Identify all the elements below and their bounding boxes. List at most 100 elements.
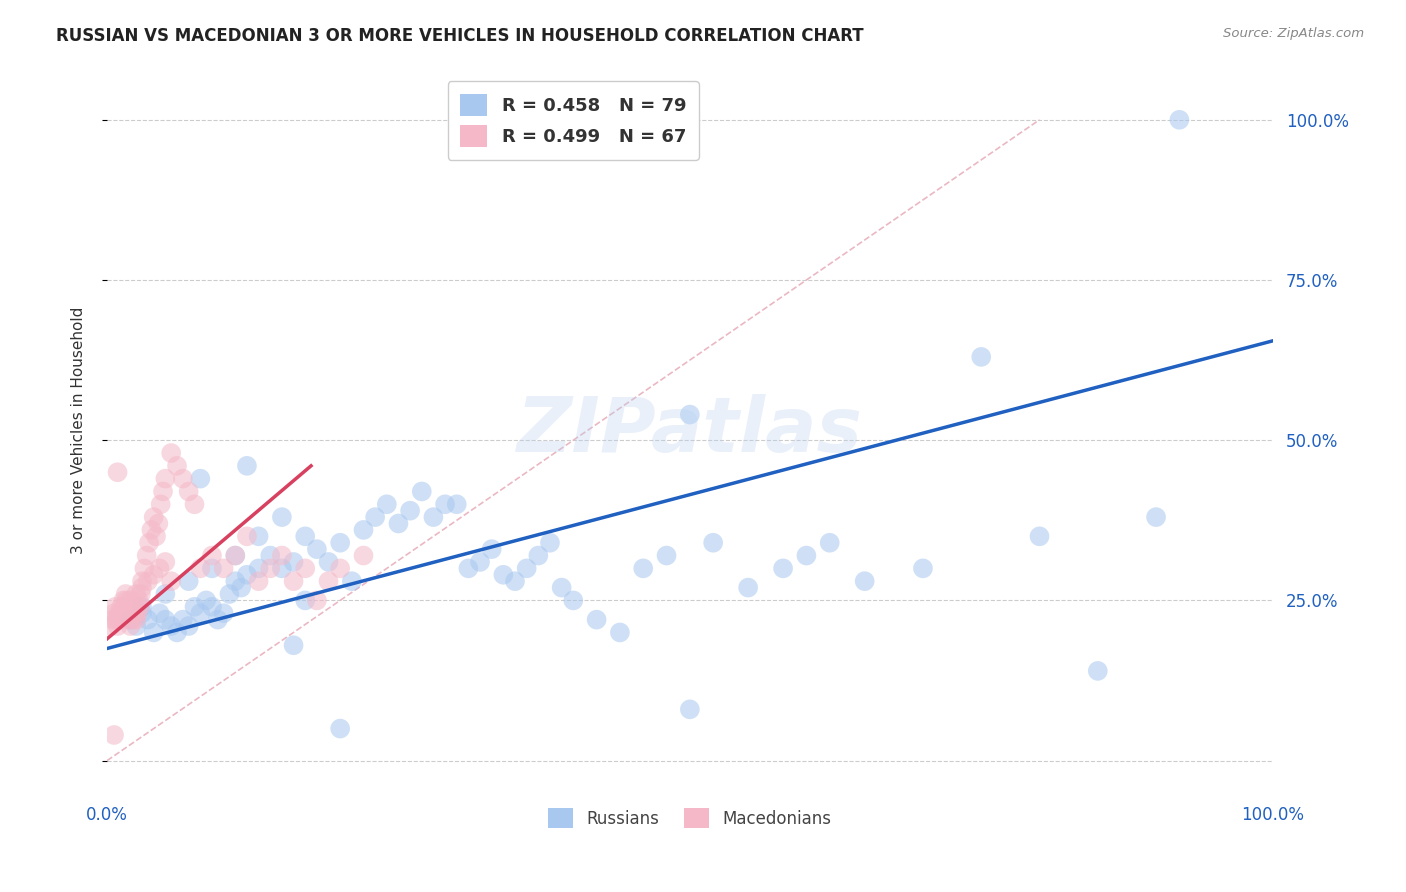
Point [103, 728, 125, 742]
Point [329, 535, 352, 549]
Point [294, 529, 316, 543]
Point [796, 549, 818, 563]
Point [422, 510, 444, 524]
Point [224, 549, 246, 563]
Point [114, 599, 136, 614]
Point [468, 555, 491, 569]
Point [127, 606, 149, 620]
Point [136, 613, 159, 627]
Point [218, 587, 240, 601]
Point [100, 619, 122, 633]
Point [271, 549, 294, 563]
Point [125, 587, 148, 601]
Point [107, 465, 129, 479]
Point [177, 619, 200, 633]
Point [247, 529, 270, 543]
Point [112, 593, 135, 607]
Point [136, 574, 159, 589]
Point [538, 535, 561, 549]
Point [142, 510, 165, 524]
Point [148, 606, 170, 620]
Point [550, 581, 572, 595]
Point [772, 561, 794, 575]
Point [172, 613, 194, 627]
Point [224, 549, 246, 563]
Point [224, 574, 246, 589]
Point [631, 561, 654, 575]
Point [1144, 510, 1167, 524]
Point [155, 587, 177, 601]
Point [201, 599, 224, 614]
Point [120, 613, 142, 627]
Point [105, 613, 128, 627]
Point [970, 350, 993, 364]
Point [160, 574, 183, 589]
Point [294, 593, 316, 607]
Point [259, 549, 281, 563]
Point [212, 606, 235, 620]
Point [155, 555, 177, 569]
Point [516, 561, 538, 575]
Point [131, 599, 153, 614]
Point [152, 484, 174, 499]
Point [111, 606, 134, 620]
Point [399, 504, 422, 518]
Point [503, 574, 526, 589]
Point [201, 561, 224, 575]
Point [104, 599, 127, 614]
Point [353, 549, 375, 563]
Point [1087, 664, 1109, 678]
Point [188, 561, 211, 575]
Point [911, 561, 934, 575]
Point [329, 722, 352, 736]
Point [411, 484, 433, 499]
Point [609, 625, 631, 640]
Point [212, 561, 235, 575]
Point [457, 561, 479, 575]
Point [188, 472, 211, 486]
Point [364, 510, 387, 524]
Point [236, 458, 259, 473]
Point [1028, 529, 1050, 543]
Point [207, 613, 229, 627]
Point [236, 567, 259, 582]
Point [283, 638, 305, 652]
Point [183, 599, 205, 614]
Point [145, 529, 167, 543]
Point [177, 484, 200, 499]
Point [375, 497, 398, 511]
Point [446, 497, 468, 511]
Point [135, 549, 157, 563]
Point [247, 561, 270, 575]
Point [283, 574, 305, 589]
Point [259, 561, 281, 575]
Point [853, 574, 876, 589]
Point [107, 606, 129, 620]
Point [195, 593, 218, 607]
Point [702, 535, 724, 549]
Point [124, 606, 146, 620]
Point [122, 599, 145, 614]
Point [201, 549, 224, 563]
Point [562, 593, 585, 607]
Point [114, 599, 136, 614]
Point [128, 593, 150, 607]
Point [148, 561, 170, 575]
Point [114, 587, 136, 601]
Point [103, 606, 125, 620]
Text: ZIPatlas: ZIPatlas [517, 393, 863, 467]
Point [818, 535, 841, 549]
Point [141, 523, 163, 537]
Point [160, 446, 183, 460]
Point [305, 593, 328, 607]
Point [737, 581, 759, 595]
Point [149, 497, 172, 511]
Point [142, 567, 165, 582]
Point [318, 574, 340, 589]
Point [107, 619, 129, 633]
Point [108, 613, 131, 627]
Point [247, 574, 270, 589]
Point [131, 574, 153, 589]
Point [131, 581, 153, 595]
Point [679, 702, 702, 716]
